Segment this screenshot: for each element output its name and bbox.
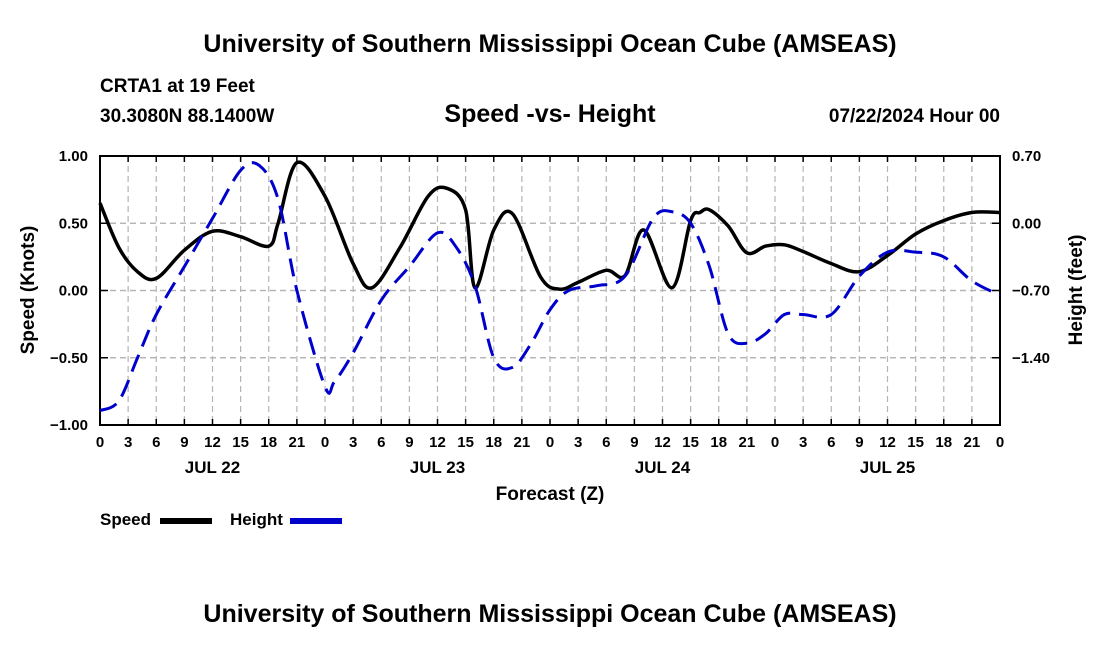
x-tick-label: 9 <box>855 434 863 451</box>
x-tick-label: 18 <box>485 434 502 451</box>
x-tick-label: 12 <box>654 434 671 451</box>
y-axis-right-label: Height (feet) <box>1066 235 1087 346</box>
x-date-label: JUL 25 <box>860 458 915 477</box>
x-date-label: JUL 24 <box>635 458 691 477</box>
y-axis-label: Speed (Knots) <box>18 226 39 355</box>
x-tick-label: 6 <box>602 434 610 451</box>
station-label: CRTA1 at 19 Feet <box>100 76 255 97</box>
x-tick-label: 15 <box>682 434 699 451</box>
legend-speed-swatch <box>160 518 212 524</box>
speed-series-line <box>98 160 1001 292</box>
legend-height-swatch <box>290 518 342 524</box>
x-tick-label: 18 <box>710 434 727 451</box>
x-tick-label: 9 <box>630 434 638 451</box>
coordinates-label: 30.3080N 88.1400W <box>100 106 275 127</box>
x-tick-label: 3 <box>124 434 132 451</box>
x-tick-label: 9 <box>405 434 413 451</box>
chart-title: University of Southern Mississippi Ocean… <box>203 30 897 58</box>
x-date-label: JUL 23 <box>410 458 465 477</box>
x-date-label: JUL 22 <box>185 458 240 477</box>
x-tick-label: 6 <box>377 434 385 451</box>
x-tick-label: 12 <box>879 434 896 451</box>
legend-speed-label: Speed <box>100 510 152 529</box>
x-tick-label: 3 <box>574 434 582 451</box>
y-tick-label: 1.00 <box>59 148 88 165</box>
series <box>98 160 1001 413</box>
y-right-tick-label: −0.70 <box>1012 283 1050 300</box>
y-right-tick-label: −1.40 <box>1012 350 1050 367</box>
x-tick-label: 3 <box>349 434 357 451</box>
x-tick-label: 15 <box>457 434 474 451</box>
x-tick-label: 0 <box>996 434 1004 451</box>
height-series-line <box>99 161 1001 413</box>
y-tick-label: 0.00 <box>59 283 88 300</box>
date-label: 07/22/2024 Hour 00 <box>828 106 1000 127</box>
x-axis-label: Forecast (Z) <box>496 484 605 505</box>
x-tick-label: 21 <box>514 434 531 451</box>
x-tick-label: 21 <box>289 434 306 451</box>
x-tick-label: 15 <box>907 434 924 451</box>
x-tick-label: 21 <box>739 434 756 451</box>
x-tick-label: 0 <box>546 434 554 451</box>
x-tick-label: 6 <box>152 434 160 451</box>
legend-height-label: Height <box>230 510 283 529</box>
y-right-tick-label: 0.70 <box>1012 148 1041 165</box>
x-tick-label: 0 <box>321 434 329 451</box>
y-right-tick-label: 0.00 <box>1012 215 1041 232</box>
x-tick-label: 15 <box>232 434 249 451</box>
chart-subtitle: Speed -vs- Height <box>444 100 656 128</box>
x-tick-label: 18 <box>935 434 952 451</box>
x-tick-label: 3 <box>799 434 807 451</box>
x-tick-label: 21 <box>964 434 981 451</box>
axes: 0 3 6 9 12 15 18 21 0 3 6 9 12 15 18 21 0 3 6 9 12 15 18 21 0 3 6 9… <box>50 148 1050 477</box>
y-tick-label: −0.50 <box>50 350 88 367</box>
grid <box>100 155 1000 425</box>
x-tick-label: 9 <box>180 434 188 451</box>
footer-title: University of Southern Mississippi Ocean… <box>203 600 897 628</box>
x-tick-label: 12 <box>429 434 446 451</box>
x-tick-label: 6 <box>827 434 835 451</box>
x-tick-label: 0 <box>771 434 779 451</box>
y-tick-label: −1.00 <box>50 417 88 434</box>
x-tick-label: 0 <box>96 434 104 451</box>
y-tick-label: 0.50 <box>59 215 88 232</box>
x-tick-label: 12 <box>204 434 221 451</box>
x-tick-label: 18 <box>260 434 277 451</box>
